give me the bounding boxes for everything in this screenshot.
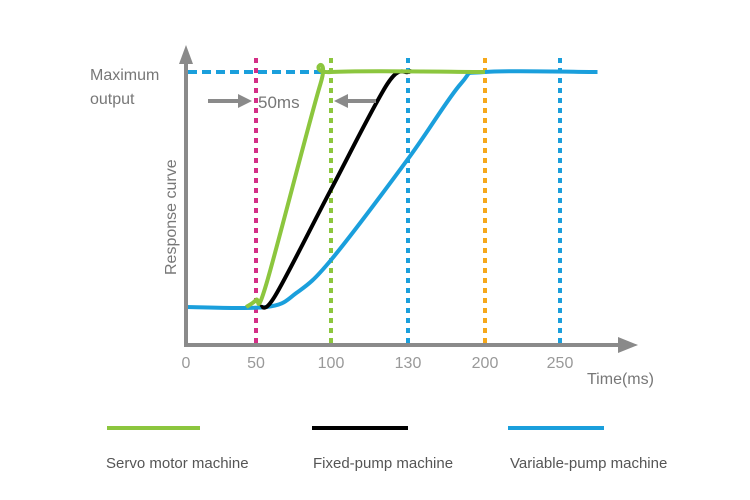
x-tick-label: 100 xyxy=(318,355,345,372)
legend-label: Servo motor machine xyxy=(106,455,249,472)
series-line-2 xyxy=(185,69,598,311)
x-axis-label: Time(ms) xyxy=(587,371,654,388)
x-tick-label: 50 xyxy=(247,355,265,372)
y-axis-label: Response curve xyxy=(163,159,180,275)
annotation-50ms: 50ms xyxy=(258,93,300,112)
right-arrow-icon xyxy=(208,94,252,108)
max-output-label-line1: Maximum xyxy=(90,67,159,84)
x-tick-label: 130 xyxy=(395,355,422,372)
x-tick-label: 0 xyxy=(182,355,191,372)
x-tick-label: 250 xyxy=(547,355,574,372)
legend-label: Variable-pump machine xyxy=(510,455,667,472)
y-axis-arrow-icon xyxy=(179,45,193,64)
max-output-label-line2: output xyxy=(90,91,135,108)
left-arrow-icon xyxy=(334,94,376,108)
legend-label: Fixed-pump machine xyxy=(313,455,453,472)
x-axis-arrow-icon xyxy=(618,337,638,353)
x-tick-label: 200 xyxy=(472,355,499,372)
series-line-0 xyxy=(245,63,486,309)
